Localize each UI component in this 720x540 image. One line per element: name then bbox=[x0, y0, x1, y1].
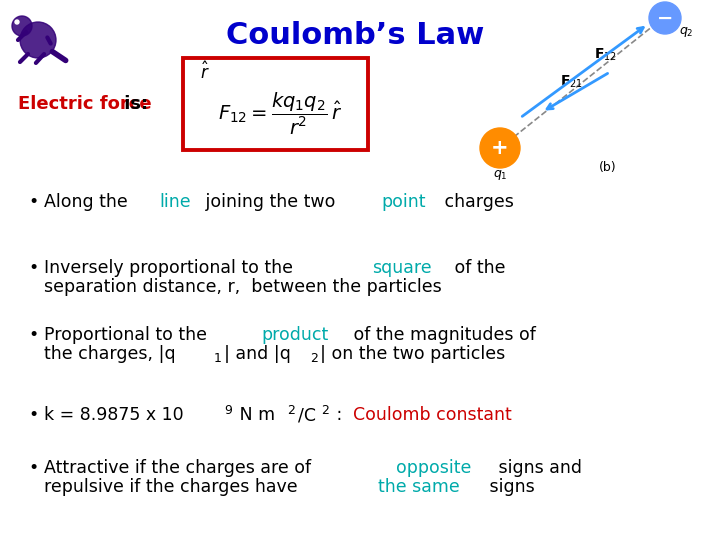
Text: :: : bbox=[331, 406, 348, 424]
Circle shape bbox=[20, 22, 56, 58]
Text: point: point bbox=[382, 193, 426, 211]
Text: •: • bbox=[28, 459, 38, 477]
Text: square: square bbox=[372, 259, 432, 277]
Text: 1: 1 bbox=[214, 352, 222, 365]
Text: /C: /C bbox=[297, 406, 315, 424]
Text: 9: 9 bbox=[224, 404, 232, 417]
Text: charges: charges bbox=[439, 193, 514, 211]
Circle shape bbox=[15, 20, 19, 24]
FancyArrowPatch shape bbox=[48, 37, 50, 44]
Text: 2: 2 bbox=[321, 404, 328, 417]
Text: the same: the same bbox=[378, 478, 460, 496]
Text: signs: signs bbox=[484, 478, 534, 496]
Text: | and |q: | and |q bbox=[224, 345, 291, 363]
Text: product: product bbox=[261, 326, 328, 344]
Text: 2: 2 bbox=[310, 352, 318, 365]
Text: k = 8.9875 x 10: k = 8.9875 x 10 bbox=[44, 406, 184, 424]
Text: Attractive if the charges are of: Attractive if the charges are of bbox=[44, 459, 317, 477]
FancyArrowPatch shape bbox=[18, 32, 26, 40]
Text: •: • bbox=[28, 259, 38, 277]
Text: $q_1$: $q_1$ bbox=[492, 168, 508, 182]
FancyArrowPatch shape bbox=[20, 54, 28, 62]
Text: •: • bbox=[28, 326, 38, 344]
Text: the charges, |q: the charges, |q bbox=[44, 345, 176, 363]
Text: Coulomb constant: Coulomb constant bbox=[353, 406, 511, 424]
Text: joining the two: joining the two bbox=[200, 193, 341, 211]
Text: opposite: opposite bbox=[396, 459, 471, 477]
Circle shape bbox=[12, 16, 32, 36]
Text: •: • bbox=[28, 406, 38, 424]
Text: $q_2$: $q_2$ bbox=[679, 25, 693, 39]
Text: repulsive if the charges have: repulsive if the charges have bbox=[44, 478, 303, 496]
Text: •: • bbox=[28, 193, 38, 211]
Circle shape bbox=[649, 2, 681, 34]
Text: signs and: signs and bbox=[493, 459, 582, 477]
Text: line: line bbox=[159, 193, 191, 211]
Text: Electric force: Electric force bbox=[18, 95, 152, 113]
Text: of the magnitudes of: of the magnitudes of bbox=[348, 326, 536, 344]
Text: $F_{12} = \dfrac{kq_1q_2}{r^2}\,\hat{r}$: $F_{12} = \dfrac{kq_1q_2}{r^2}\,\hat{r}$ bbox=[218, 91, 343, 137]
Text: Coulomb’s Law: Coulomb’s Law bbox=[226, 21, 484, 50]
Text: N m: N m bbox=[234, 406, 276, 424]
Text: Proportional to the: Proportional to the bbox=[44, 326, 212, 344]
Bar bbox=[183, 58, 368, 150]
Text: Inversely proportional to the: Inversely proportional to the bbox=[44, 259, 299, 277]
Text: | on the two particles: | on the two particles bbox=[320, 345, 505, 363]
Text: (b): (b) bbox=[599, 161, 617, 174]
FancyArrowPatch shape bbox=[36, 54, 44, 63]
Text: Along the: Along the bbox=[44, 193, 133, 211]
Text: $\mathbf{F}_{21}$: $\mathbf{F}_{21}$ bbox=[560, 74, 583, 90]
Text: −: − bbox=[657, 9, 673, 28]
Text: is:: is: bbox=[118, 95, 148, 113]
Text: +: + bbox=[491, 138, 509, 158]
Text: separation distance, r,  between the particles: separation distance, r, between the part… bbox=[44, 278, 442, 296]
Text: 2: 2 bbox=[287, 404, 295, 417]
Text: of the: of the bbox=[449, 259, 506, 277]
FancyArrowPatch shape bbox=[53, 51, 66, 60]
Text: $\hat{r}$: $\hat{r}$ bbox=[200, 61, 210, 83]
Text: $\mathbf{F}_{12}$: $\mathbf{F}_{12}$ bbox=[595, 47, 618, 63]
Circle shape bbox=[480, 128, 520, 168]
